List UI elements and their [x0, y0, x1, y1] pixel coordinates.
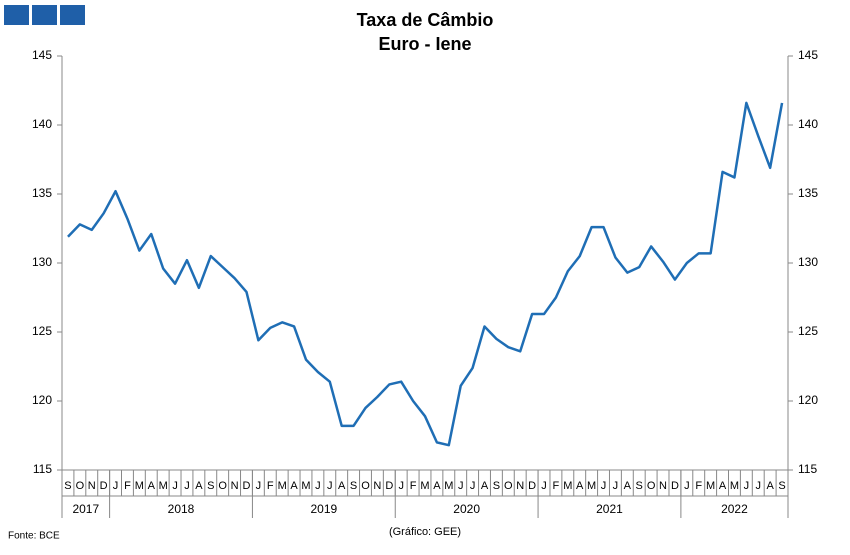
- x-tick-label: J: [601, 480, 607, 492]
- x-tick-label: S: [636, 480, 643, 492]
- x-tick-label: O: [76, 480, 85, 492]
- logo-block: [60, 5, 85, 25]
- year-label: 2021: [596, 502, 623, 516]
- y-tick-label: 145: [32, 48, 52, 62]
- x-tick-label: D: [385, 480, 393, 492]
- y-tick-label: 135: [32, 186, 52, 200]
- x-tick-label: S: [64, 480, 71, 492]
- year-label: 2020: [453, 502, 480, 516]
- x-tick-label: D: [100, 480, 108, 492]
- y-tick-label: 120: [32, 393, 52, 407]
- x-tick-label: N: [231, 480, 239, 492]
- y2-tick-label: 125: [798, 324, 818, 338]
- year-label: 2022: [721, 502, 748, 516]
- x-tick-label: S: [493, 480, 500, 492]
- x-tick-label: J: [613, 480, 619, 492]
- x-tick-label: J: [755, 480, 761, 492]
- x-tick-label: F: [124, 480, 131, 492]
- x-tick-label: M: [159, 480, 168, 492]
- x-tick-label: N: [88, 480, 96, 492]
- x-tick-label: D: [528, 480, 536, 492]
- x-tick-label: A: [766, 480, 774, 492]
- x-tick-label: J: [458, 480, 464, 492]
- x-tick-label: F: [695, 480, 702, 492]
- chart-subtitle: Euro - Iene: [378, 34, 471, 54]
- x-tick-label: A: [576, 480, 584, 492]
- y2-tick-label: 115: [798, 462, 817, 476]
- x-tick-label: D: [671, 480, 679, 492]
- x-tick-label: A: [481, 480, 489, 492]
- x-tick-label: J: [398, 480, 404, 492]
- y2-tick-label: 135: [798, 186, 818, 200]
- year-label: 2017: [72, 502, 99, 516]
- x-tick-label: F: [410, 480, 417, 492]
- x-tick-label: J: [256, 480, 262, 492]
- x-tick-label: O: [218, 480, 227, 492]
- x-tick-label: A: [195, 480, 203, 492]
- logo-block: [4, 5, 29, 25]
- year-label: 2019: [310, 502, 337, 516]
- credit: (Gráfico: GEE): [389, 526, 461, 538]
- y-tick-label: 125: [32, 324, 52, 338]
- x-tick-label: M: [420, 480, 429, 492]
- x-tick-label: J: [113, 480, 119, 492]
- x-tick-label: J: [327, 480, 333, 492]
- x-tick-label: N: [659, 480, 667, 492]
- x-tick-label: M: [444, 480, 453, 492]
- x-tick-label: S: [778, 480, 785, 492]
- x-tick-label: O: [361, 480, 370, 492]
- x-tick-label: M: [587, 480, 596, 492]
- x-tick-label: M: [563, 480, 572, 492]
- x-tick-label: J: [470, 480, 476, 492]
- x-tick-label: O: [647, 480, 656, 492]
- x-tick-label: M: [135, 480, 144, 492]
- x-tick-label: A: [624, 480, 632, 492]
- x-tick-label: D: [242, 480, 250, 492]
- x-tick-label: A: [338, 480, 346, 492]
- x-tick-label: N: [516, 480, 524, 492]
- x-tick-label: J: [315, 480, 321, 492]
- x-tick-label: M: [730, 480, 739, 492]
- x-tick-label: F: [553, 480, 560, 492]
- y-tick-label: 140: [32, 117, 52, 131]
- x-tick-label: J: [172, 480, 178, 492]
- y2-tick-label: 120: [798, 393, 818, 407]
- y-tick-label: 115: [33, 462, 52, 476]
- x-tick-label: S: [207, 480, 214, 492]
- logo-block: [32, 5, 57, 25]
- x-tick-label: J: [184, 480, 190, 492]
- x-tick-label: A: [290, 480, 298, 492]
- year-label: 2018: [168, 502, 195, 516]
- x-tick-label: M: [706, 480, 715, 492]
- x-tick-label: J: [744, 480, 750, 492]
- series-line: [67, 101, 784, 447]
- x-tick-label: M: [278, 480, 287, 492]
- x-tick-label: A: [148, 480, 156, 492]
- chart-title: Taxa de Câmbio: [357, 10, 494, 30]
- x-tick-label: O: [504, 480, 513, 492]
- y2-tick-label: 130: [798, 255, 818, 269]
- source: Fonte: BCE: [8, 531, 60, 542]
- x-tick-label: A: [719, 480, 727, 492]
- y2-tick-label: 145: [798, 48, 818, 62]
- x-tick-label: M: [301, 480, 310, 492]
- y-tick-label: 130: [32, 255, 52, 269]
- x-tick-label: A: [433, 480, 441, 492]
- x-tick-label: J: [541, 480, 547, 492]
- x-tick-label: J: [684, 480, 690, 492]
- x-tick-label: N: [373, 480, 381, 492]
- y2-tick-label: 140: [798, 117, 818, 131]
- x-tick-label: S: [350, 480, 357, 492]
- x-tick-label: F: [267, 480, 274, 492]
